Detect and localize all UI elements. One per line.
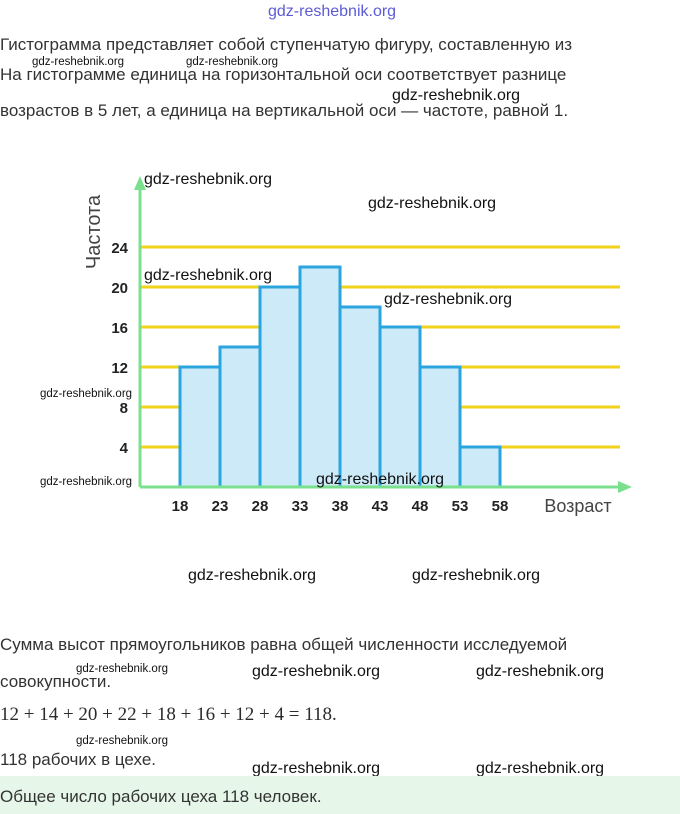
watermark: gdz-reshebnik.org [76,735,169,747]
histogram-bar [258,285,302,489]
y-axis-label: Частота [83,194,105,269]
watermark: gdz-reshebnik.org [186,56,279,68]
y-tick-label: 8 [120,400,128,417]
watermark: gdz-reshebnik.org [316,471,445,488]
watermark: gdz-reshebnik.org [412,567,541,584]
histogram-bar [418,365,462,489]
x-axis-label: Возраст [544,496,611,516]
sum-line-1: Сумма высот прямоугольников равна общей … [0,635,568,654]
watermark: gdz-reshebnik.org [476,663,605,680]
intro-line-2: На гистограмме единица на горизонтальной… [0,65,567,84]
histogram-bar [298,265,342,489]
watermark: gdz-reshebnik.org [252,760,381,777]
histogram-bar [218,345,262,489]
watermark: gdz-reshebnik.org [40,388,133,400]
watermark: gdz-reshebnik.org [40,476,133,488]
x-tick-label: 23 [212,498,229,515]
watermark: gdz-reshebnik.org [188,567,317,584]
y-tick-label: 20 [111,280,128,297]
x-tick-label: 28 [252,498,269,515]
x-tick-label: 33 [292,498,309,515]
y-tick-label: 4 [120,440,129,457]
result-line: 118 рабочих в цехе. [0,750,156,769]
y-axis-arrow [134,176,146,190]
watermark: gdz-reshebnik.org [144,267,273,284]
y-tick-label: 24 [111,240,128,257]
x-axis-arrow [618,481,632,493]
intro-line-1: Гистограмма представляет собой ступенчат… [0,35,573,54]
x-tick-label: 38 [332,498,349,515]
x-tick-label: 48 [412,498,429,515]
y-tick-label: 16 [111,320,128,337]
histogram-bar [378,325,422,489]
histogram-bar [458,445,502,489]
watermark: gdz-reshebnik.org [144,171,273,188]
histogram-bar [178,365,222,489]
watermark: gdz-reshebnik.org [392,87,521,104]
watermark: gdz-reshebnik.org [252,663,381,680]
watermark: gdz-reshebnik.org [32,56,125,68]
watermark-top: gdz-reshebnik.org [268,3,397,20]
watermark: gdz-reshebnik.org [384,291,513,308]
intro-line-3: возрастов в 5 лет, а единица на вертикал… [0,101,569,120]
y-tick-label: 12 [111,360,128,377]
sum-equation: 12 + 14 + 20 + 22 + 18 + 16 + 12 + 4 = 1… [0,704,337,725]
x-tick-label: 43 [372,498,389,515]
histogram-bar [338,305,382,489]
answer-text: Общее число рабочих цеха 118 человек. [0,787,322,806]
sum-line-2: совокупности. [0,672,112,691]
x-tick-label: 58 [492,498,509,515]
watermark: gdz-reshebnik.org [368,195,497,212]
x-tick-label: 18 [172,498,189,515]
answer-box: Общее число рабочих цеха 118 человек. [0,776,680,814]
watermark: gdz-reshebnik.org [76,663,169,675]
x-tick-label: 53 [452,498,469,515]
watermark: gdz-reshebnik.org [476,760,605,777]
